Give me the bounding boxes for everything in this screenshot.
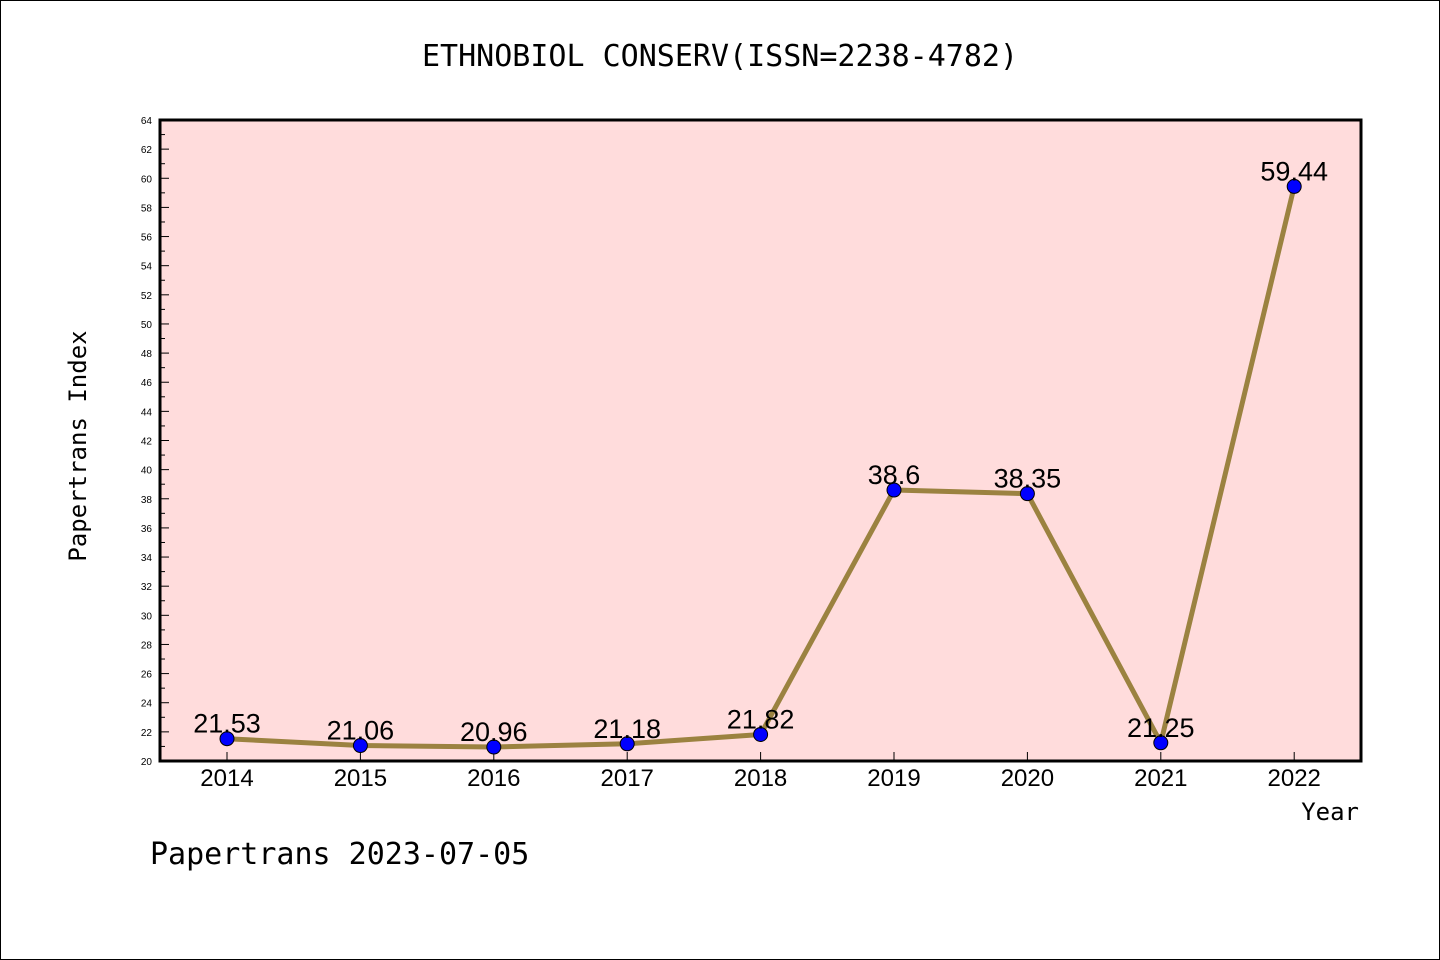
y-tick-label: 52 xyxy=(141,291,153,302)
x-tick-label: 2020 xyxy=(1001,765,1054,792)
data-point xyxy=(619,736,635,752)
y-tick-label: 28 xyxy=(141,640,153,651)
y-tick-label: 20 xyxy=(141,757,153,768)
data-label: 21.53 xyxy=(193,709,261,739)
y-tick-label: 48 xyxy=(141,349,153,360)
y-tick-label: 26 xyxy=(141,670,153,681)
y-tick-label: 42 xyxy=(141,437,153,448)
data-label: 38.35 xyxy=(994,464,1062,494)
y-tick-label: 40 xyxy=(141,466,153,477)
data-point xyxy=(1019,486,1035,502)
data-label: 20.96 xyxy=(460,717,528,747)
y-axis: 20 22 24 26 28 30 32 34 36 38 40 42 44 46 48 50 52 54 56 58… xyxy=(141,116,169,768)
y-tick-label: 62 xyxy=(141,145,153,156)
data-label: 21.25 xyxy=(1127,713,1195,743)
y-tick-label: 36 xyxy=(141,524,153,535)
footer-text: Papertrans 2023-07-05 xyxy=(150,837,529,872)
y-tick-label: 22 xyxy=(141,728,153,739)
y-tick-label: 32 xyxy=(141,582,153,593)
y-tick-label: 34 xyxy=(141,553,153,564)
y-tick-label: 56 xyxy=(141,233,153,244)
y-axis-label: Papertrans Index xyxy=(64,330,92,561)
data-point xyxy=(219,731,235,747)
data-label: 21.06 xyxy=(327,716,395,746)
data-point xyxy=(1286,178,1302,194)
data-point xyxy=(753,726,769,742)
x-tick-label: 2015 xyxy=(334,765,387,792)
x-tick-label: 2014 xyxy=(200,765,253,792)
chart-title: ETHNOBIOL CONSERV(ISSN=2238-4782) xyxy=(422,39,1018,74)
data-label: 59.44 xyxy=(1260,156,1328,186)
x-axis: 2014 2015 2016 2017 2018 2019 2020 2021 2022 xyxy=(200,752,1321,792)
x-tick-label: 2017 xyxy=(601,765,654,792)
y-tick-label: 60 xyxy=(141,174,153,185)
y-tick-label: 24 xyxy=(141,699,153,710)
y-tick-label: 44 xyxy=(141,407,153,418)
y-tick-label: 58 xyxy=(141,203,153,214)
y-tick-label: 38 xyxy=(141,495,153,506)
data-point xyxy=(352,738,368,754)
data-point xyxy=(1153,735,1169,751)
data-label: 21.18 xyxy=(593,714,661,744)
data-point xyxy=(886,482,902,498)
x-tick-label: 2018 xyxy=(734,765,787,792)
y-tick-label: 50 xyxy=(141,320,153,331)
data-point xyxy=(486,739,502,755)
x-tick-label: 2019 xyxy=(867,765,920,792)
data-label: 21.82 xyxy=(727,704,795,734)
x-tick-label: 2022 xyxy=(1268,765,1321,792)
x-tick-label: 2021 xyxy=(1134,765,1187,792)
y-tick-label: 46 xyxy=(141,378,153,389)
x-tick-label: 2016 xyxy=(467,765,520,792)
x-axis-label: Year xyxy=(1301,798,1359,826)
series-layer xyxy=(219,178,1302,755)
y-tick-label: 64 xyxy=(141,116,153,127)
plot-area xyxy=(158,118,1363,763)
y-tick-label: 30 xyxy=(141,611,153,622)
y-tick-label: 54 xyxy=(141,262,153,273)
data-label: 38.6 xyxy=(868,460,921,490)
data-labels: 21.53 21.06 20.96 21.18 21.82 38.6 38.35 21.25 5… xyxy=(193,156,1328,747)
